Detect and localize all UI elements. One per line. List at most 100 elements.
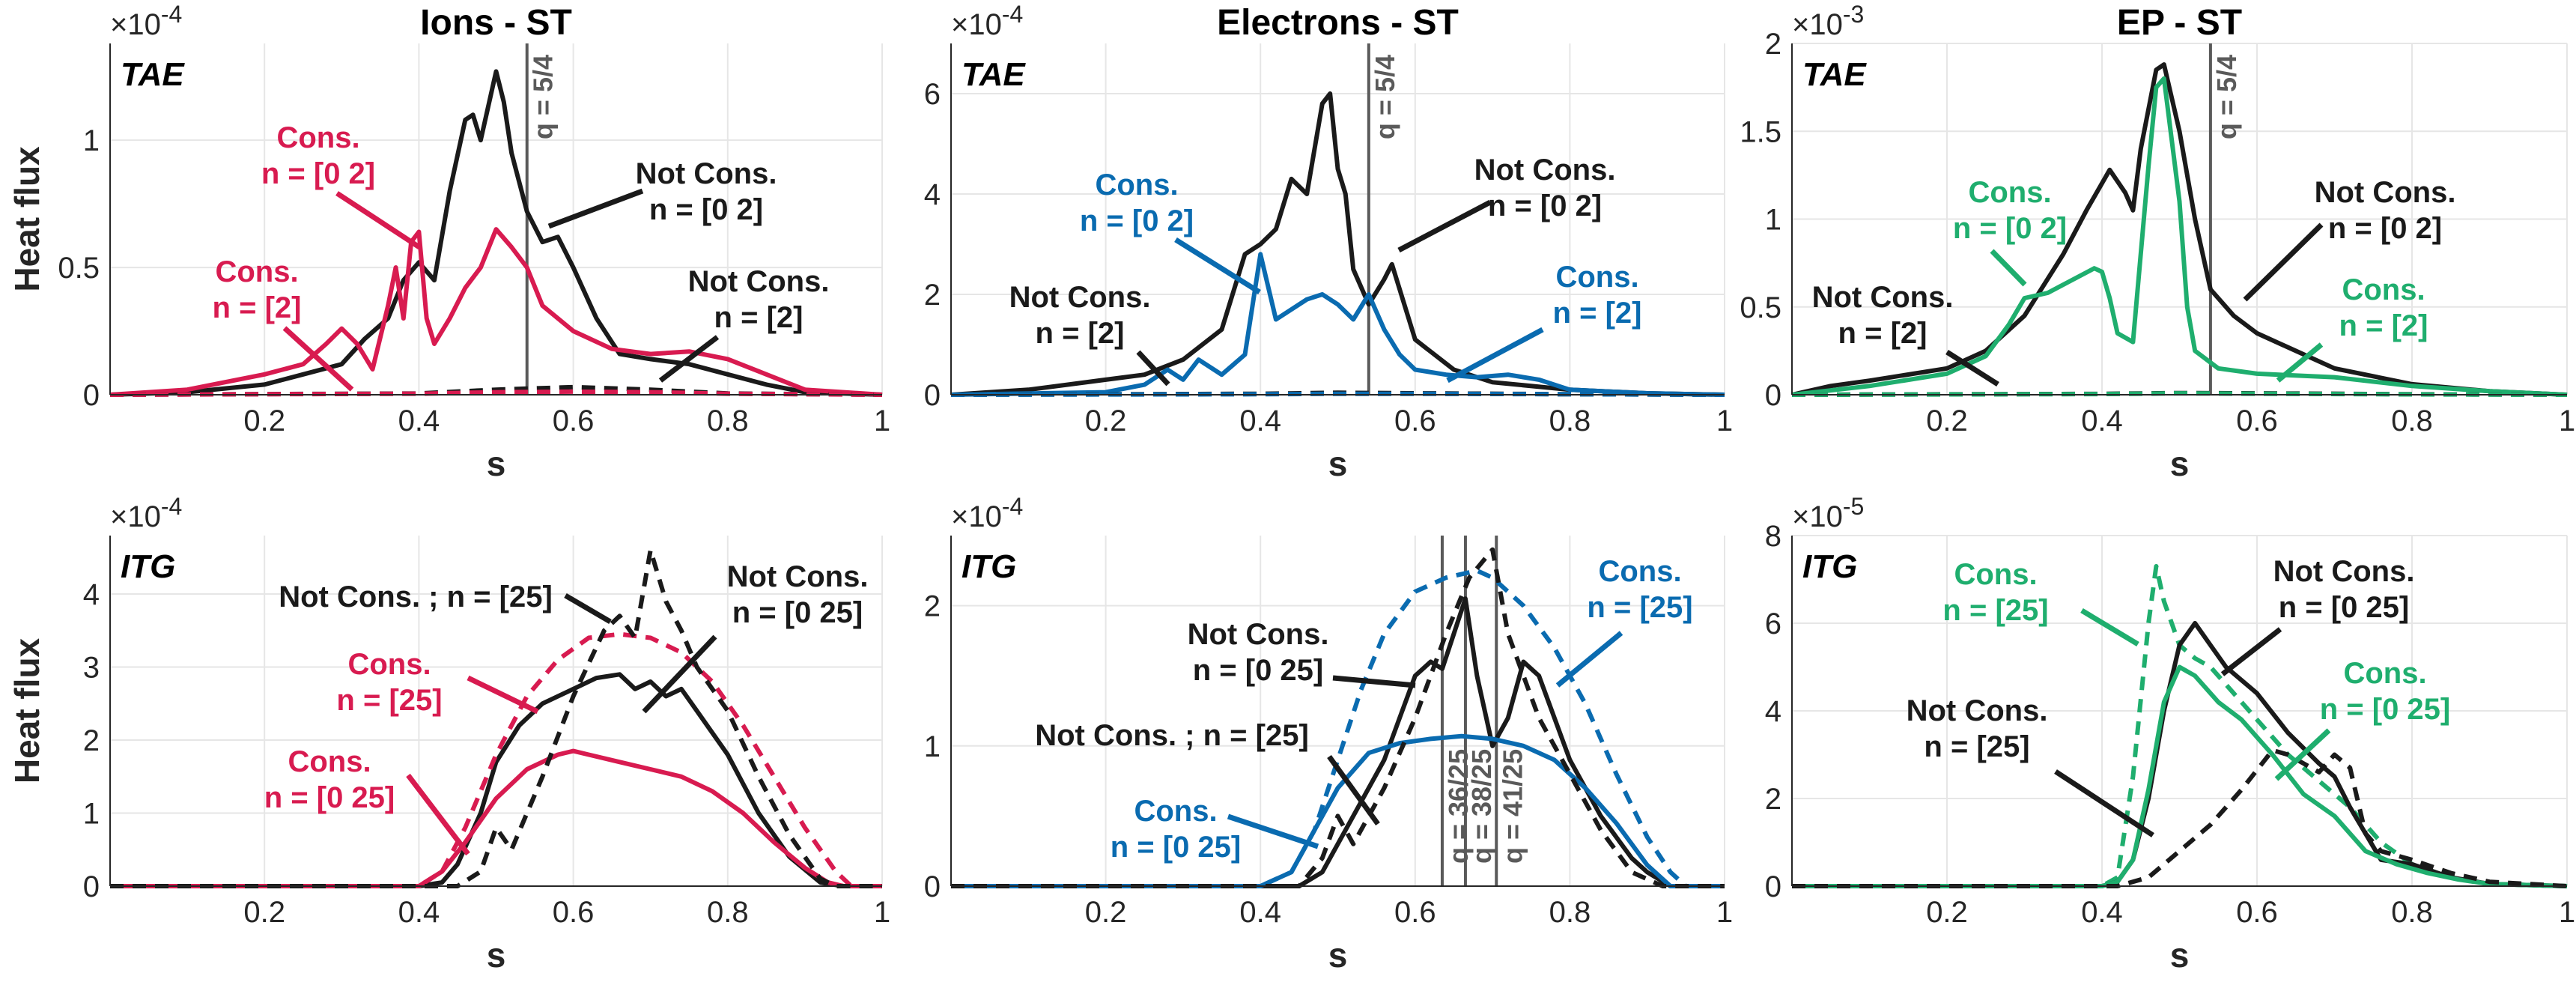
annotation-leader [547, 188, 644, 229]
x-axis-label: s [1328, 444, 1348, 483]
x-axis-label: s [487, 444, 506, 483]
y-tick-label: 1 [83, 124, 100, 157]
x-axis-label: s [2170, 936, 2190, 975]
y-tick-label: 1 [83, 798, 100, 831]
annotation-label: Not Cons. n = [25] [1907, 694, 2048, 763]
y-axis-label: Heat flux [7, 637, 46, 784]
q-surface-label: q = 36/25 [1443, 749, 1474, 864]
annotation-label: Cons. n = [2] [213, 255, 302, 324]
chart-title: Ions - ST [420, 3, 572, 43]
x-tick-label: 0.6 [553, 896, 595, 929]
y-tick-label: 2 [924, 279, 941, 312]
annotation-label: Cons. n = [2] [1553, 261, 1642, 330]
x-tick-label: 0.8 [2391, 896, 2433, 929]
x-tick-label: 0.8 [2391, 404, 2433, 437]
annotation-leader [1174, 237, 1261, 294]
annotation-label: Not Cons. n = [0 25] [727, 560, 869, 629]
x-tick-label: 0.2 [1085, 404, 1127, 437]
x-tick-label: 0.2 [1926, 404, 1968, 437]
series-line-3 [1792, 748, 2568, 888]
q-surface-label: q = 5/4 [2211, 55, 2242, 139]
annotation-leader [1227, 813, 1319, 849]
annotation-leader [2054, 769, 2154, 837]
x-tick-label: 1 [1716, 896, 1733, 929]
y-tick-label: 6 [1765, 607, 1781, 640]
annotation-leader [1397, 199, 1492, 253]
y-tick-label: 0.5 [58, 252, 100, 285]
y-tick-label: 0 [1765, 870, 1781, 903]
chart-panel-ions-itg: 0.2 0.4 0.6 0.8 1 0 1 2 3 4 ×10-4 s Heat flux ITG Not … [7, 493, 890, 975]
mode-label: TAE [121, 56, 185, 93]
x-axis-label: s [1328, 936, 1348, 975]
mode-label: ITG [1802, 548, 1857, 585]
series-line-0 [110, 672, 882, 888]
annotation-label: Cons. n = [2] [2339, 273, 2428, 342]
axis-exponent: ×10-4 [110, 493, 182, 533]
annotation-leader [2243, 222, 2324, 302]
series-line-3 [110, 548, 882, 888]
annotation-label: Not Cons. n = [2] [1812, 281, 1954, 350]
x-tick-label: 0.4 [398, 404, 440, 437]
annotation-leader [1555, 631, 1623, 688]
annotation-label: Cons. n = [0 2] [1080, 169, 1194, 237]
annotation-label: Cons. n = [0 25] [1111, 795, 1242, 864]
x-tick-label: 0.8 [1549, 404, 1591, 437]
series-line-1 [1792, 621, 2568, 888]
series-line-2 [110, 748, 882, 888]
x-tick-label: 0.2 [1085, 896, 1127, 929]
x-tick-label: 0.4 [1239, 896, 1281, 929]
q-surface-label: q = 5/4 [1370, 55, 1400, 139]
annotation-label: Cons. n = [0 25] [264, 745, 395, 814]
x-tick-label: 0.4 [2081, 896, 2123, 929]
chart-panel-electrons-itg: q = 36/25q = 38/25 q = 41/25 0.2 0.4 0.6 0.8 1… [924, 493, 1733, 975]
series-line-0 [1791, 62, 2568, 397]
annotation-leader [564, 593, 612, 625]
annotation-label: Cons. n = [0 25] [2320, 657, 2451, 726]
y-tick-label: 3 [83, 652, 100, 685]
mode-label: ITG [121, 548, 175, 585]
annotation-label: Not Cons. n = [0 2] [2315, 176, 2456, 245]
q-surface-label: q = 38/25 [1466, 749, 1497, 864]
mode-label: ITG [962, 548, 1016, 585]
annotation-leader [2220, 627, 2282, 676]
q-surface-label: q = 41/25 [1497, 749, 1528, 864]
annotation-leader [1990, 249, 2027, 287]
annotation-label: Cons. n = [25] [1942, 558, 2048, 627]
series-line-1 [110, 631, 882, 888]
y-tick-label: 1 [924, 730, 941, 763]
y-tick-label: 8 [1765, 520, 1781, 553]
x-tick-label: 0.2 [243, 896, 285, 929]
y-tick-label: 2 [1765, 28, 1781, 61]
chart-panel-ions-tae: q = 5/4 0.2 0.4 0.6 0.8 1 0 0.5 1 ×10-4 s Heat flux… [7, 1, 890, 483]
annotation-label: Not Cons. n = [2] [688, 265, 830, 334]
annotation-leader [467, 675, 539, 715]
y-tick-label: 2 [83, 724, 100, 757]
axis-exponent: ×10-4 [951, 1, 1023, 41]
annotation-leader [1332, 675, 1416, 688]
y-tick-label: 0.5 [1740, 291, 1781, 324]
annotation-label: Not Cons. n = [0 2] [1474, 154, 1616, 222]
x-tick-label: 0.6 [2236, 896, 2278, 929]
x-tick-label: 1 [874, 896, 890, 929]
x-tick-label: 0.6 [1394, 896, 1436, 929]
x-tick-label: 0.6 [1394, 404, 1436, 437]
series-line-1 [109, 227, 883, 397]
annotation-leader [658, 335, 720, 383]
y-tick-label: 1 [1765, 204, 1781, 237]
y-tick-label: 2 [924, 590, 941, 623]
series-line-3 [951, 547, 1725, 888]
chart-panel-ep-tae: q = 5/4 0.2 0.4 0.6 0.8 1 0 0.5 1 1.5 2 ×10-3 s EP - … [1740, 1, 2575, 483]
annotation-leader [406, 773, 470, 856]
annotation-label: Not Cons. n = [2] [1009, 281, 1151, 350]
y-tick-label: 0 [924, 870, 941, 903]
series-line-3 [109, 389, 883, 397]
y-axis-label: Heat flux [7, 146, 46, 292]
annotation-label: Not Cons. n = [0 25] [1188, 618, 1329, 687]
y-tick-label: 6 [924, 78, 941, 111]
chart-panel-ep-itg: 0.2 0.4 0.6 0.8 1 0 2 4 6 8 ×10-5 s ITG Cons. n = [25]… [1765, 493, 2575, 975]
annotation-label: Cons. n = [0 2] [1953, 176, 2067, 245]
x-tick-label: 0.4 [2081, 404, 2123, 437]
y-tick-label: 2 [1765, 783, 1781, 816]
annotation-label: Not Cons. n = [0 25] [2273, 555, 2415, 624]
annotation-leader [1327, 754, 1380, 826]
